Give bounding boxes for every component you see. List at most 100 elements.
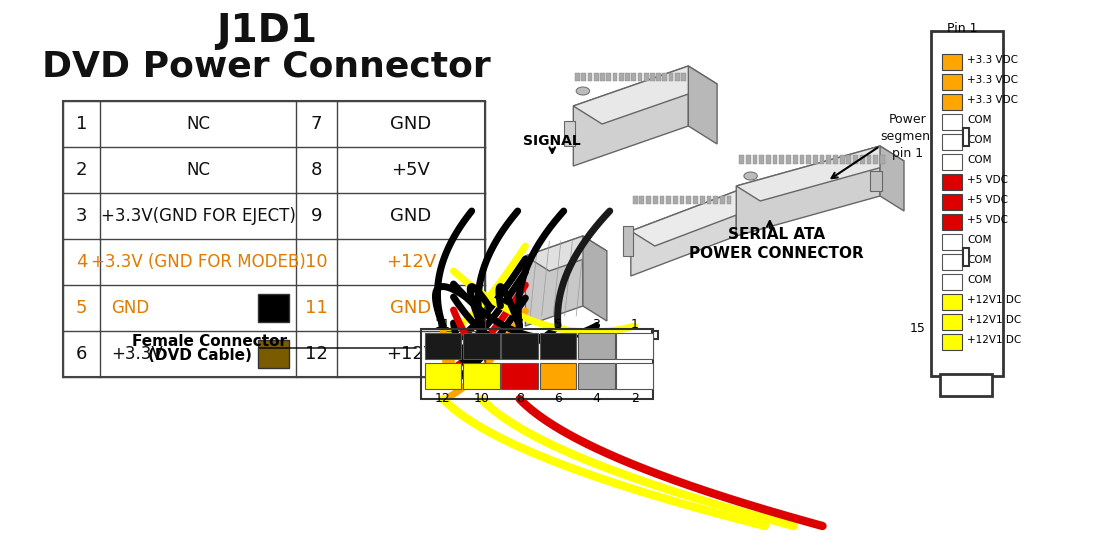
Bar [623, 226, 633, 256]
Bar [564, 121, 575, 146]
Bar [706, 196, 712, 204]
Bar [942, 154, 962, 170]
Text: 6: 6 [554, 393, 562, 405]
Text: 3: 3 [76, 207, 88, 225]
Bar [656, 73, 661, 81]
Text: 11: 11 [305, 299, 328, 317]
Text: 12: 12 [305, 345, 328, 363]
Text: Pin 1: Pin 1 [947, 22, 977, 34]
Bar [942, 234, 962, 250]
Bar [866, 155, 872, 164]
Text: 15: 15 [910, 321, 925, 335]
Polygon shape [525, 236, 583, 326]
Bar [942, 54, 962, 70]
Text: +3.3 VDC: +3.3 VDC [967, 95, 1019, 105]
Bar [575, 73, 580, 81]
Polygon shape [583, 236, 607, 321]
Polygon shape [631, 191, 736, 276]
Bar [942, 334, 962, 350]
Text: +12V1 DC: +12V1 DC [967, 295, 1022, 305]
Text: 8: 8 [516, 393, 524, 405]
Bar [675, 73, 679, 81]
Bar [860, 155, 865, 164]
Bar [582, 73, 586, 81]
Bar [773, 155, 777, 164]
Bar [813, 155, 817, 164]
Bar [646, 196, 651, 204]
Text: GND: GND [390, 299, 431, 317]
Bar [963, 248, 970, 266]
Bar [539, 333, 576, 359]
Text: SERIAL ATA
POWER CONNECTOR: SERIAL ATA POWER CONNECTOR [689, 227, 864, 261]
Text: SIGNAL: SIGNAL [524, 134, 582, 148]
Bar [942, 274, 962, 290]
Text: 12: 12 [435, 393, 450, 405]
Bar [871, 171, 882, 191]
Bar [873, 155, 878, 164]
Text: 1: 1 [631, 317, 638, 330]
Text: 9: 9 [310, 207, 322, 225]
Bar [600, 73, 605, 81]
Text: NC: NC [186, 115, 210, 133]
Polygon shape [525, 236, 607, 271]
Bar [942, 214, 962, 230]
Bar [666, 196, 671, 204]
Bar [425, 363, 461, 389]
Text: GND: GND [390, 207, 431, 225]
Bar [682, 73, 686, 81]
Text: +3.3V (GND FOR MODEB): +3.3V (GND FOR MODEB) [91, 253, 306, 271]
Bar [258, 340, 289, 368]
Bar [644, 73, 648, 81]
Bar [421, 329, 653, 399]
Text: DVD Power Connector: DVD Power Connector [42, 49, 492, 83]
Bar [846, 155, 852, 164]
Bar [806, 155, 811, 164]
Bar [780, 155, 784, 164]
Bar [679, 196, 685, 204]
Text: +5V: +5V [391, 161, 430, 179]
Bar [502, 333, 538, 359]
Bar [746, 155, 751, 164]
Polygon shape [631, 191, 761, 246]
Text: 7: 7 [310, 115, 322, 133]
Bar [766, 155, 771, 164]
Bar [786, 155, 791, 164]
Bar [880, 155, 885, 164]
Text: GND: GND [111, 299, 149, 317]
Text: 8: 8 [310, 161, 322, 179]
Bar [713, 196, 718, 204]
Bar [539, 363, 576, 389]
Bar [942, 194, 962, 210]
Text: 4: 4 [76, 253, 88, 271]
Text: +12V1 DC: +12V1 DC [967, 335, 1022, 345]
Bar [942, 94, 962, 110]
Text: COM: COM [967, 275, 992, 285]
Text: 4: 4 [593, 393, 600, 405]
Text: +5 VDC: +5 VDC [967, 215, 1009, 225]
Text: Power
segment
pin 1: Power segment pin 1 [880, 112, 935, 160]
Text: Female Connector: Female Connector [132, 334, 287, 349]
Text: +12V1 DC: +12V1 DC [967, 315, 1022, 325]
Text: (DVD Cable): (DVD Cable) [148, 349, 251, 364]
Text: COM: COM [967, 115, 992, 125]
Bar [425, 333, 461, 359]
Bar [942, 74, 962, 90]
Bar [616, 333, 653, 359]
Text: 3: 3 [593, 317, 600, 330]
Text: 9: 9 [477, 317, 485, 330]
Bar [633, 196, 637, 204]
Text: 6: 6 [76, 345, 87, 363]
Bar [699, 196, 705, 204]
Bar [759, 155, 764, 164]
Polygon shape [574, 66, 688, 166]
Bar [726, 196, 732, 204]
Bar [931, 31, 1003, 376]
Bar [663, 73, 667, 81]
Polygon shape [880, 146, 904, 211]
Text: J1D1: J1D1 [216, 12, 317, 50]
Text: COM: COM [967, 155, 992, 165]
Bar [793, 155, 797, 164]
Bar [639, 196, 644, 204]
Text: +12V: +12V [386, 253, 436, 271]
Bar [686, 196, 692, 204]
